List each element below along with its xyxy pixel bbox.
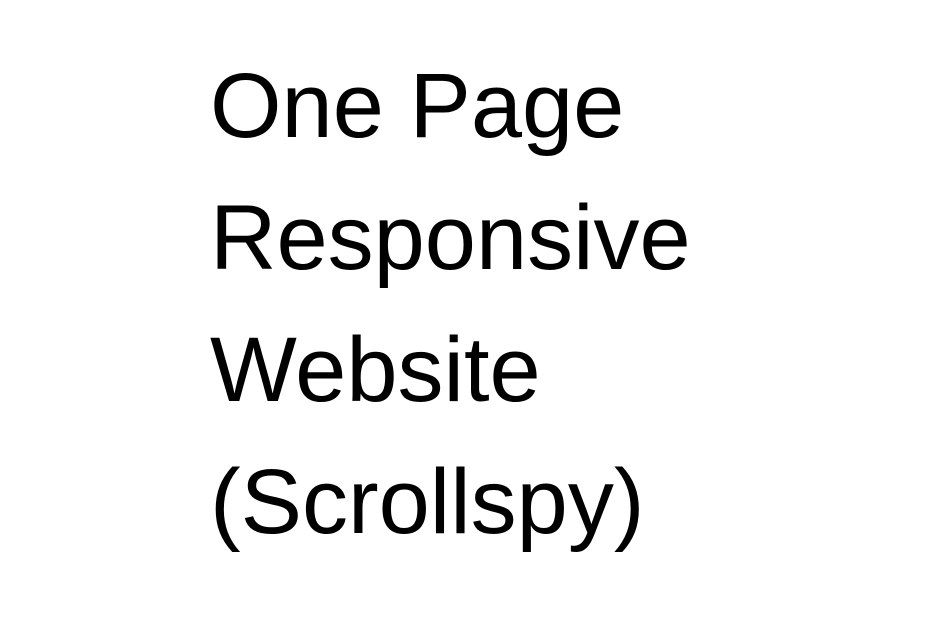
title-line-3: Website (210, 319, 541, 421)
title-line-1: One Page (210, 55, 625, 157)
title-line-2: Responsive (210, 187, 691, 289)
page-title: One Page Responsive Website (Scrollspy) (210, 40, 910, 568)
title-line-4: (Scrollspy) (210, 451, 645, 553)
